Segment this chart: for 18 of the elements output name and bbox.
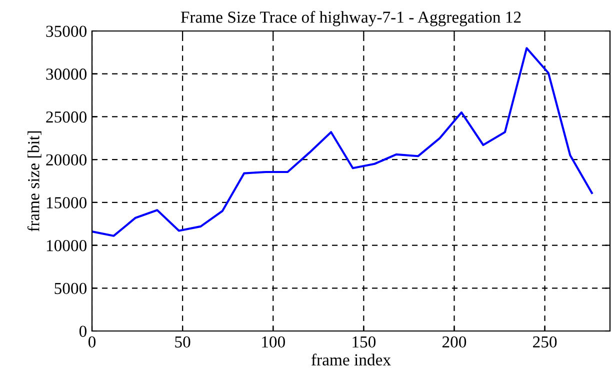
y-tick-label: 15000 [46, 197, 87, 208]
chart-title: Frame Size Trace of highway-7-1 - Aggregation 12 [180, 10, 521, 26]
y-tick-label: 20000 [46, 154, 87, 166]
y-tick-label: 0 [79, 326, 87, 337]
x-tick-label: 50 [175, 336, 190, 348]
x-axis-title: frame index [311, 354, 391, 366]
y-tick-label: 35000 [46, 26, 87, 37]
x-tick-label: 200 [442, 336, 466, 348]
line-series [92, 47, 593, 237]
y-tick-label: 10000 [46, 240, 87, 252]
x-tick-label: 0 [88, 336, 96, 348]
x-tick-label: 150 [352, 336, 376, 348]
x-tick-label: 100 [262, 336, 285, 348]
y-tick-label: 30000 [46, 68, 87, 80]
x-tick-label: 250 [533, 336, 557, 348]
y-axis-title: frame size [bit] [27, 131, 42, 232]
y-tick-label: 25000 [46, 111, 87, 123]
y-tick-label: 5000 [54, 282, 87, 294]
